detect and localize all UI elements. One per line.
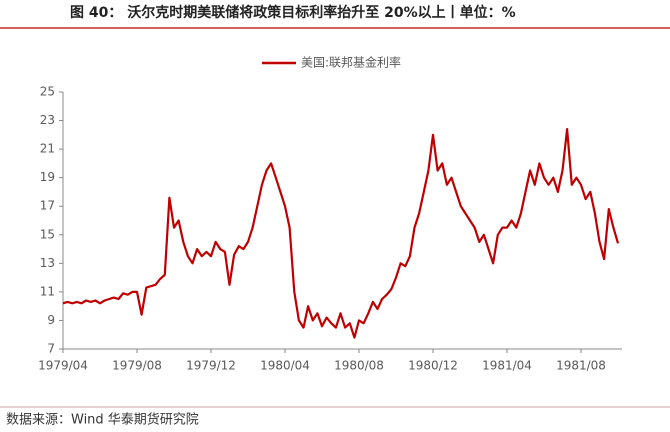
- y-tick-label: 9: [47, 313, 55, 327]
- x-tick-label: 1979/12: [186, 359, 236, 373]
- series-line: [62, 128, 620, 339]
- legend-label: 美国:联邦基金利率: [301, 55, 401, 70]
- y-tick-label: 17: [40, 199, 55, 213]
- x-tick-label: 1981/04: [482, 359, 532, 373]
- y-tick-label: 15: [40, 227, 55, 241]
- y-tick-label: 7: [47, 342, 55, 356]
- y-tick-label: 19: [40, 170, 55, 184]
- y-tick-label: 23: [40, 113, 55, 127]
- x-tick-label: 1980/12: [408, 359, 458, 373]
- x-tick-label: 1979/08: [112, 359, 162, 373]
- x-tick-label: 1981/08: [556, 359, 606, 373]
- y-tick-label: 21: [40, 142, 55, 156]
- x-tick-label: 1980/08: [334, 359, 384, 373]
- x-tick-label: 1980/04: [260, 359, 310, 373]
- chart-title: 图 40： 沃尔克时期美联储将政策目标利率抬升至 20%以上丨单位：%: [70, 4, 516, 21]
- source-note: 数据来源：Wind 华泰期货研究院: [6, 412, 199, 428]
- y-tick-label: 25: [40, 85, 55, 99]
- y-tick-label: 11: [40, 284, 55, 298]
- y-tick-label: 13: [40, 256, 55, 270]
- x-tick-label: 1979/04: [38, 359, 88, 373]
